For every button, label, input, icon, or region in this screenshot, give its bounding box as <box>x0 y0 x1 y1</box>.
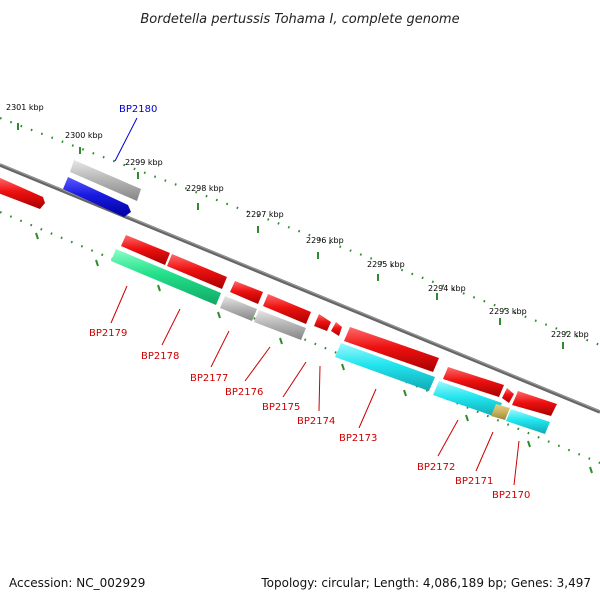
gene-red <box>167 254 227 289</box>
gene-red <box>443 367 504 397</box>
leader-bp2176 <box>244 346 271 382</box>
gene-label-bp2180: BP2180 <box>119 104 157 115</box>
gene-label-bp2170: BP2170 <box>492 490 530 501</box>
genome-summary-text: Topology: circular; Length: 4,086,189 bp… <box>260 576 591 590</box>
gene-gray-upper <box>70 160 141 201</box>
inner-tick <box>35 232 39 240</box>
gene-tan <box>491 404 510 420</box>
kbp-label: 2299 kbp <box>125 158 163 167</box>
scale-labels: 2301 kbp 2300 kbp 2299 kbp 2298 kbp 2297… <box>6 103 589 339</box>
leader-bp2177 <box>210 330 230 368</box>
inner-tick <box>279 337 283 345</box>
leader-bp2178 <box>161 308 181 346</box>
leader-bp2180 <box>114 117 138 162</box>
gene-label-bp2177: BP2177 <box>190 373 228 384</box>
gene-label-bp2175: BP2175 <box>262 402 300 413</box>
leader-bp2171 <box>475 431 494 472</box>
gene-bp2173 <box>335 343 435 391</box>
leader-bp2179 <box>110 285 128 324</box>
inner-tick <box>217 311 221 319</box>
kbp-label: 2295 kbp <box>367 260 405 269</box>
gene-label-bp2173: BP2173 <box>339 433 377 444</box>
inner-tick <box>403 389 407 397</box>
gene-gray-lower <box>254 310 306 340</box>
forward-genes <box>0 160 141 217</box>
leader-bp2172 <box>437 419 459 457</box>
gene-red-offscreen-left <box>0 177 45 209</box>
kbp-label: 2298 kbp <box>186 184 224 193</box>
gene-bp2179 <box>111 249 221 305</box>
reverse-genes-lower-row <box>111 249 550 434</box>
gene-red <box>121 235 170 265</box>
kbp-label: 2297 kbp <box>246 210 284 219</box>
kbp-label: 2300 kbp <box>65 131 103 140</box>
gene-red-small <box>502 388 514 403</box>
kbp-label: 2292 kbp <box>551 330 589 339</box>
gene-label-bp2171: BP2171 <box>455 476 493 487</box>
gene-cyan <box>433 381 502 417</box>
gene-red <box>263 294 311 324</box>
gene-cyan <box>506 409 550 434</box>
inner-tick <box>589 466 593 474</box>
gene-label-bp2178: BP2178 <box>141 351 179 362</box>
gene-red-small <box>314 314 331 331</box>
inner-major-ticks <box>35 232 593 474</box>
inner-tick <box>341 363 345 371</box>
gene-label-bp2179: BP2179 <box>89 328 127 339</box>
gene-label-bp2172: BP2172 <box>417 462 455 473</box>
reverse-genes-red-row <box>121 235 557 416</box>
outer-major-ticks <box>17 123 564 349</box>
gene-red-small <box>331 322 342 336</box>
gene-red <box>230 281 263 304</box>
gene-red <box>512 391 557 416</box>
gene-bp2180 <box>63 177 131 217</box>
kbp-label: 2301 kbp <box>6 103 44 112</box>
gene-gray-lower <box>220 296 257 321</box>
leader-bp2170 <box>513 440 520 486</box>
inner-tick <box>95 259 99 267</box>
genome-backbone <box>0 163 600 414</box>
leader-bp2174 <box>318 365 321 412</box>
gene-label-bp2176: BP2176 <box>225 387 263 398</box>
inner-tick <box>527 440 531 448</box>
gene-red <box>344 327 439 372</box>
leader-bp2173 <box>358 388 377 429</box>
kbp-label: 2296 kbp <box>306 236 344 245</box>
label-leader-lines <box>110 117 520 486</box>
map-title: Bordetella pertussis Tohama I, complete … <box>140 12 459 27</box>
gene-label-bp2174: BP2174 <box>297 416 335 427</box>
kbp-label: 2293 kbp <box>489 307 527 316</box>
accession-text: Accession: NC_002929 <box>9 576 145 590</box>
inner-tick <box>157 284 161 292</box>
kbp-label: 2294 kbp <box>428 284 466 293</box>
leader-bp2175 <box>282 361 307 398</box>
inner-tick <box>465 414 469 422</box>
gene-labels: BP2180 BP2179 BP2178 BP2177 BP2176 BP217… <box>89 104 530 501</box>
